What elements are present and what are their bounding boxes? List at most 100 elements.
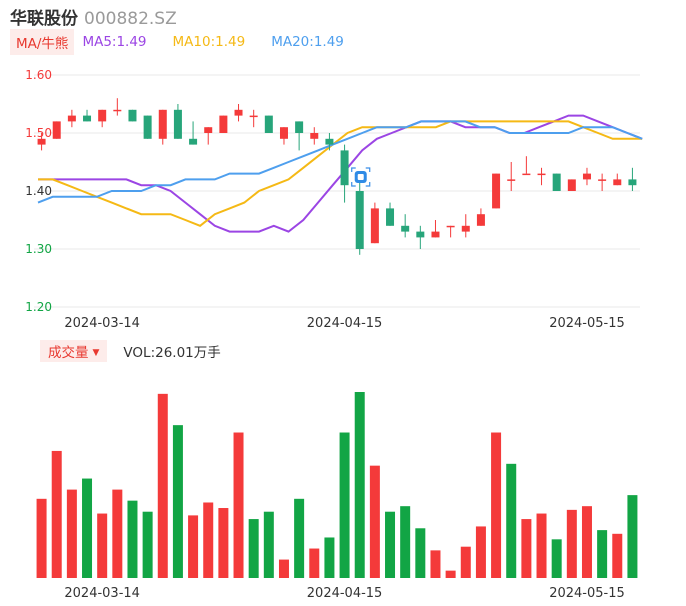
ma-indicator-selector[interactable]: MA/牛熊 [10, 29, 75, 55]
volume-bar [218, 508, 229, 578]
volume-bar [97, 513, 108, 578]
x-tick-label: 2024-05-15 [549, 316, 625, 331]
y-tick-label: 1.30 [25, 242, 52, 256]
volume-bar [309, 548, 320, 578]
volume-bar [430, 550, 441, 578]
volume-bar [172, 425, 183, 578]
candle-body [37, 138, 46, 145]
stock-name: 华联股份 [10, 9, 78, 29]
candle-body [370, 208, 379, 244]
volume-bar [248, 519, 259, 578]
volume-bar [188, 515, 199, 578]
volume-bar [36, 498, 47, 578]
volume-bar [415, 528, 426, 578]
candle-body [52, 121, 61, 139]
candle-body [98, 109, 107, 122]
volume-bar [627, 495, 638, 578]
candle-body [386, 208, 395, 226]
x-tick-label: 2024-04-15 [307, 316, 383, 331]
event-badge-icon[interactable] [351, 167, 371, 187]
ma-legend: MA/牛熊 MA5:1.49 MA10:1.49 MA20:1.49 [10, 29, 370, 55]
candle-body [598, 179, 607, 181]
stock-code: 000882.SZ [84, 9, 177, 29]
candle-body [67, 115, 76, 122]
volume-bar [112, 489, 123, 578]
y-tick-label: 1.60 [25, 68, 52, 82]
volume-bar [66, 489, 77, 578]
candle-body [219, 115, 228, 133]
volume-bar [506, 463, 517, 578]
candle-body [431, 231, 440, 238]
volume-bar [324, 537, 335, 578]
volume-bar [157, 393, 168, 578]
candle-body [582, 173, 591, 180]
candle-body [173, 109, 182, 139]
candle-body [234, 109, 243, 116]
volume-legend: 成交量 ▼ VOL:26.01万手 [40, 340, 221, 362]
volume-indicator-selector[interactable]: 成交量 ▼ [40, 340, 108, 362]
x-tick-label: 2024-05-15 [549, 586, 625, 601]
volume-bar [385, 511, 396, 578]
candle-body [355, 191, 364, 249]
candle-body [204, 127, 213, 133]
y-tick-label: 1.50 [25, 126, 52, 140]
candle-body [83, 115, 92, 122]
volume-bar [581, 506, 592, 578]
candle-body [567, 179, 576, 191]
candle-body [143, 115, 152, 139]
x-tick-label: 2024-03-14 [64, 586, 140, 601]
candle-body [416, 231, 425, 238]
volume-bar [369, 465, 380, 578]
ma20-line [37, 120, 643, 204]
ma10-legend: MA10:1.49 [172, 34, 246, 50]
volume-bar [203, 502, 214, 578]
candle-body [128, 109, 137, 122]
ma5-legend: MA5:1.49 [82, 34, 147, 50]
volume-bar [551, 539, 562, 578]
candle-body [310, 133, 319, 139]
volume-value: VOL:26.01万手 [123, 345, 221, 361]
x-tick-label: 2024-03-14 [64, 316, 140, 331]
candle-body [158, 109, 167, 139]
candle-body [492, 173, 501, 209]
volume-bar [445, 570, 456, 578]
candle-body [279, 127, 288, 139]
candle-body [446, 225, 455, 228]
ma10-line [38, 120, 643, 227]
candle-body [476, 214, 485, 226]
candle-body [552, 173, 561, 191]
candle-body [113, 109, 122, 112]
volume-bar [597, 530, 608, 578]
volume-bar [475, 526, 486, 578]
volume-bar [294, 498, 305, 578]
volume-bar [491, 432, 502, 578]
volume-bar [521, 519, 532, 578]
candle-body [522, 173, 531, 176]
volume-bar [612, 533, 623, 578]
candle-body [507, 179, 516, 181]
candle-body [628, 179, 637, 186]
stock-header: 华联股份 000882.SZ [10, 4, 177, 29]
volume-bar [233, 432, 244, 578]
candle-body [340, 150, 349, 186]
volume-bar [127, 500, 138, 578]
volume-tag-label: 成交量 [48, 345, 89, 361]
triangle-down-icon: ▼ [92, 348, 100, 358]
volume-bar [354, 392, 365, 578]
volume-bar [400, 506, 411, 578]
y-tick-label: 1.20 [25, 300, 52, 314]
candle-body [613, 179, 622, 186]
candle-body [537, 173, 546, 176]
volume-bar [278, 559, 289, 578]
volume-bar [142, 511, 153, 578]
volume-bar [566, 509, 577, 578]
volume-bar [460, 546, 471, 578]
volume-bar [51, 450, 62, 578]
candle-body [264, 115, 273, 133]
volume-bar [536, 513, 547, 578]
ma5-line [38, 114, 643, 233]
volume-bar [263, 511, 274, 578]
candle-body [189, 138, 198, 145]
ma20-legend: MA20:1.49 [271, 34, 344, 50]
